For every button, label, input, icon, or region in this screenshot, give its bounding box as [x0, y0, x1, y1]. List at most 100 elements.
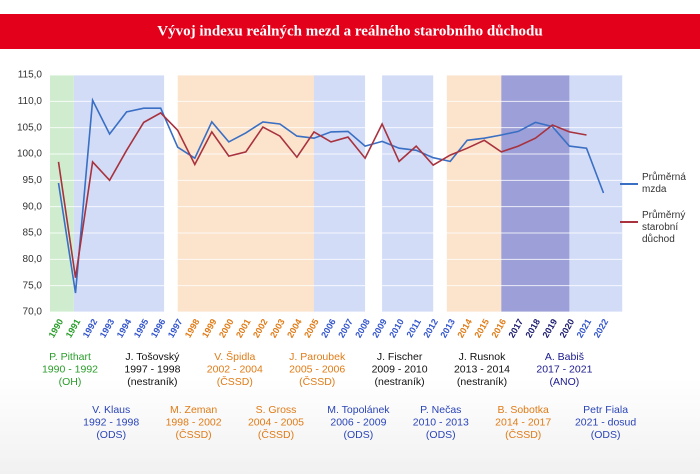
- government-name: M. Topolánek: [327, 404, 390, 416]
- government-party: (ODS): [426, 429, 456, 441]
- x-tick-label: 2007: [336, 317, 355, 339]
- government-period: 1992 - 1998: [83, 416, 139, 428]
- government-party: (ČSSD): [176, 428, 212, 441]
- government-name: S. Gross: [256, 404, 297, 416]
- government-period: 2005 - 2006: [289, 363, 345, 375]
- x-tick-label: 2008: [353, 317, 372, 339]
- government-name: A. Babiš: [545, 351, 584, 363]
- x-tick-label: 2003: [268, 317, 287, 339]
- government-name: P. Pithart: [49, 351, 91, 363]
- x-tick-label: 1990: [47, 317, 66, 339]
- x-tick-label: 2017: [506, 317, 525, 339]
- government-period: 1997 - 1998: [124, 363, 180, 375]
- period-band: [73, 75, 165, 312]
- government-period: 2021 - dosud: [575, 416, 636, 428]
- x-tick-label: 2014: [455, 317, 474, 339]
- government-party: (nestraník): [375, 376, 425, 388]
- bands: [50, 75, 623, 312]
- period-band: [569, 75, 623, 312]
- x-tick-label: 2005: [302, 317, 321, 339]
- government-party: (ČSSD): [299, 375, 335, 388]
- x-tick-label: 1992: [81, 317, 100, 339]
- x-tick-label: 2009: [370, 317, 389, 339]
- y-tick-label: 115,0: [18, 70, 43, 81]
- government-period: 2006 - 2009: [330, 416, 386, 428]
- y-tick-label: 105,0: [17, 122, 42, 133]
- x-tick-label: 2016: [489, 317, 508, 339]
- y-tick-label: 75,0: [23, 280, 43, 291]
- government-period: 2009 - 2010: [372, 363, 428, 375]
- government-party: (OH): [59, 376, 82, 388]
- x-tick-label: 1993: [98, 317, 117, 339]
- x-tick-label: 2022: [592, 317, 611, 339]
- government-name: J. Paroubek: [289, 351, 346, 363]
- government-party: (nestraník): [127, 376, 177, 388]
- government-party: (nestraník): [457, 376, 507, 388]
- government-period: 1998 - 2002: [166, 416, 222, 428]
- x-tick-label: 2000: [217, 317, 236, 339]
- chart-title: Vývoj indexu reálných mezd a reálného st…: [157, 23, 542, 39]
- x-tick-label: 1994: [115, 317, 134, 339]
- x-tick-label: 2018: [523, 317, 542, 339]
- government-name: B. Sobotka: [498, 404, 550, 416]
- government-name: Petr Fiala: [583, 404, 628, 416]
- legend-entry: Průměrný starobní důchod: [642, 210, 686, 245]
- x-tick-label: 2013: [438, 317, 457, 339]
- y-tick-label: 85,0: [23, 228, 43, 239]
- x-tick-label: 1995: [132, 317, 151, 339]
- government-period: 2004 - 2005: [248, 416, 304, 428]
- government-name: J. Rusnok: [459, 351, 506, 363]
- series-line: [57, 97, 605, 294]
- x-tick-label: 2002: [251, 317, 270, 339]
- y-tick-label: 110,0: [18, 96, 43, 107]
- government-party: (ČSSD): [217, 375, 253, 388]
- government-period: 1990 - 1992: [42, 363, 98, 375]
- y-tick-label: 90,0: [23, 201, 43, 212]
- x-tick-label: 1997: [166, 317, 185, 339]
- government-name: V. Klaus: [92, 404, 130, 416]
- x-tick-label: 1998: [183, 317, 202, 339]
- government-period: 2014 - 2017: [495, 416, 551, 428]
- x-tick-label: 2015: [472, 317, 491, 339]
- government-period: 2002 - 2004: [207, 363, 263, 375]
- x-tick-label: 2019: [541, 317, 560, 339]
- x-tick-label: 2011: [405, 317, 423, 339]
- x-tick-label: 1999: [200, 317, 219, 339]
- government-party: (ODS): [344, 429, 374, 441]
- period-band: [313, 75, 366, 312]
- period-band: [50, 75, 74, 312]
- x-tick-label: 1991: [64, 317, 83, 339]
- y-tick-label: 80,0: [23, 254, 43, 265]
- period-band: [177, 75, 314, 312]
- x-tick-label: 2001: [234, 317, 253, 339]
- government-party: (ČSSD): [505, 428, 541, 441]
- government-name: V. Špidla: [214, 350, 255, 363]
- government-party: (ANO): [550, 376, 580, 388]
- government-party: (ODS): [591, 429, 621, 441]
- y-tick-label: 70,0: [23, 307, 43, 318]
- government-name: J. Tošovský: [125, 351, 180, 363]
- government-name: J. Fischer: [377, 351, 423, 363]
- x-tick-label: 2012: [421, 317, 440, 339]
- series-line: [57, 111, 587, 278]
- x-tick-label: 2010: [387, 317, 406, 339]
- government-party: (ČSSD): [258, 428, 294, 441]
- government-name: M. Zeman: [170, 404, 217, 416]
- period-band: [446, 75, 502, 312]
- x-tick-label: 2021: [575, 317, 594, 339]
- period-band: [501, 75, 570, 312]
- government-period: 2013 - 2014: [454, 363, 510, 375]
- x-tick-label: 1996: [149, 317, 168, 339]
- government-period: 2010 - 2013: [413, 416, 469, 428]
- x-tick-label: 2004: [285, 317, 304, 339]
- government-party: (ODS): [96, 429, 126, 441]
- y-tick-label: 100,0: [17, 149, 42, 160]
- legend-entry: Průměrná mzda: [642, 172, 686, 195]
- government-period: 2017 - 2021: [536, 363, 592, 375]
- x-tick-label: 2020: [558, 317, 577, 339]
- x-tick-label: 2006: [319, 317, 338, 339]
- period-band: [382, 75, 434, 312]
- government-name: P. Nečas: [420, 404, 461, 416]
